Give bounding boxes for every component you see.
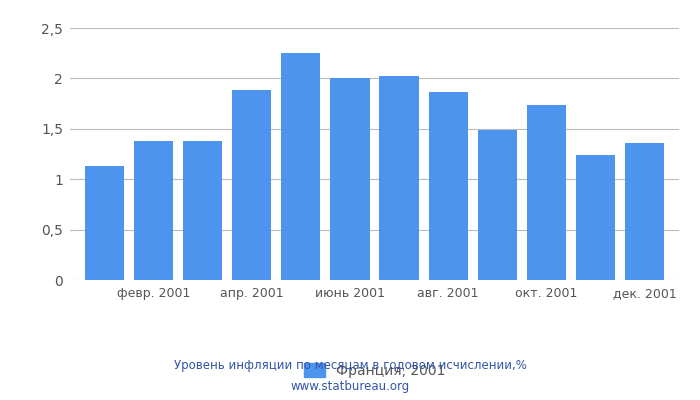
Bar [330, 78, 370, 280]
Bar [232, 90, 272, 280]
Bar [183, 141, 223, 280]
Legend: Франция, 2001: Франция, 2001 [298, 358, 451, 384]
Bar [576, 155, 615, 280]
Bar [526, 105, 566, 280]
Bar [85, 166, 124, 280]
Bar [477, 130, 517, 280]
Bar [134, 141, 173, 280]
Text: Уровень инфляции по месяцам в годовом исчислении,%: Уровень инфляции по месяцам в годовом ис… [174, 360, 526, 372]
Text: www.statbureau.org: www.statbureau.org [290, 380, 410, 393]
Bar [625, 143, 664, 280]
Bar [428, 92, 468, 280]
Bar [379, 76, 419, 280]
Bar [281, 53, 321, 280]
